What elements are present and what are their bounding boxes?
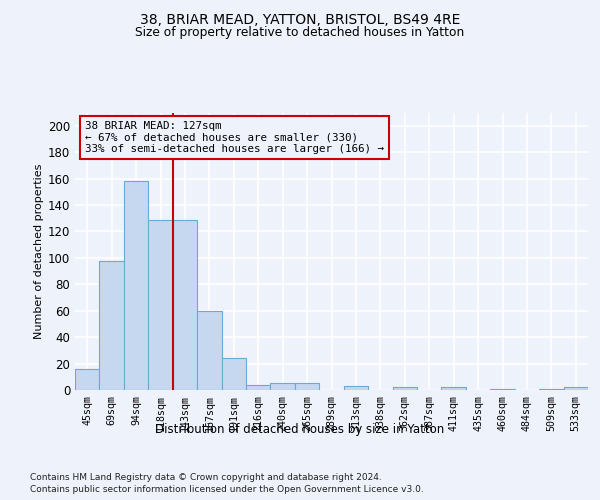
Bar [75,369,100,390]
Bar [392,388,417,390]
Bar [246,384,271,390]
Bar [221,358,246,390]
Bar [173,220,197,390]
Bar [271,384,295,390]
Bar [563,388,588,390]
Bar [539,388,563,390]
Bar [442,388,466,390]
Text: Size of property relative to detached houses in Yatton: Size of property relative to detached ho… [136,26,464,39]
Bar [124,181,148,390]
Y-axis label: Number of detached properties: Number of detached properties [34,164,44,339]
Text: 38, BRIAR MEAD, YATTON, BRISTOL, BS49 4RE: 38, BRIAR MEAD, YATTON, BRISTOL, BS49 4R… [140,12,460,26]
Bar [100,260,124,390]
Text: Contains public sector information licensed under the Open Government Licence v3: Contains public sector information licen… [30,485,424,494]
Text: 38 BRIAR MEAD: 127sqm
← 67% of detached houses are smaller (330)
33% of semi-det: 38 BRIAR MEAD: 127sqm ← 67% of detached … [85,121,384,154]
Bar [344,386,368,390]
Text: Distribution of detached houses by size in Yatton: Distribution of detached houses by size … [155,422,445,436]
Bar [197,310,221,390]
Bar [295,384,319,390]
Bar [148,220,173,390]
Text: Contains HM Land Registry data © Crown copyright and database right 2024.: Contains HM Land Registry data © Crown c… [30,472,382,482]
Bar [490,388,515,390]
